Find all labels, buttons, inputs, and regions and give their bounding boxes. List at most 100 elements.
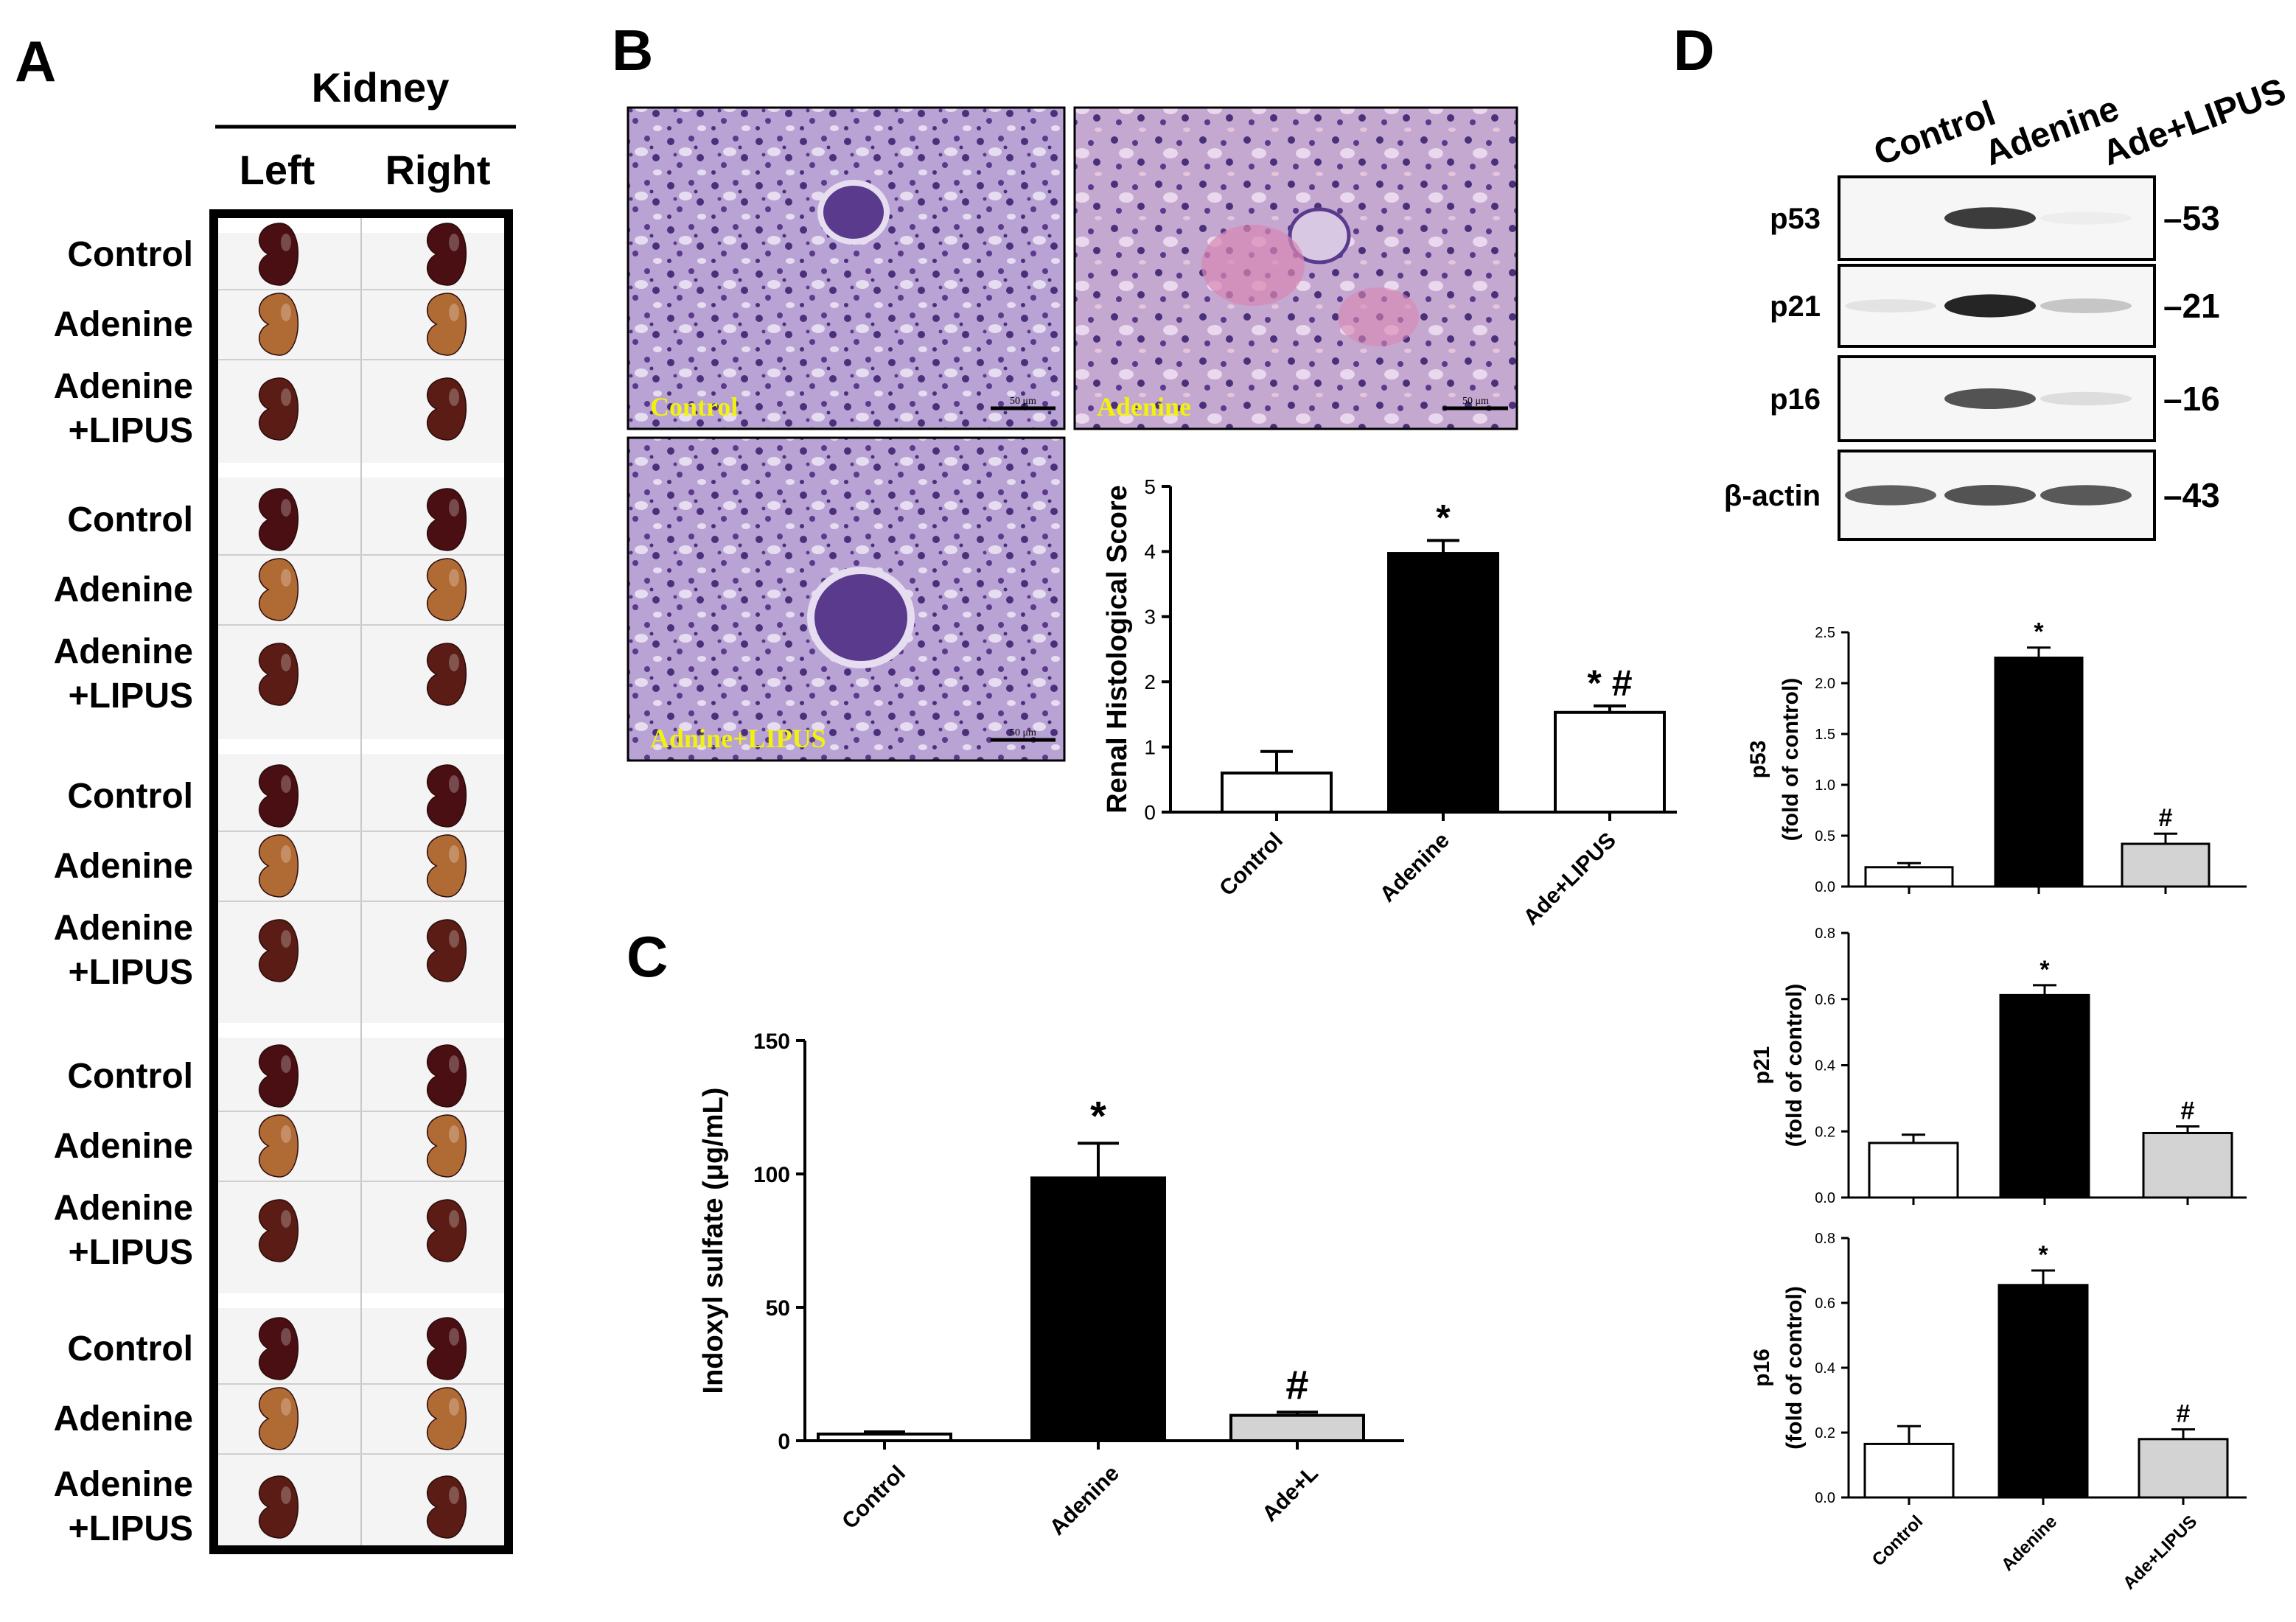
row-label: Control (67, 1057, 193, 1096)
kidney-highlight (449, 234, 459, 251)
y-tick-label: 0.6 (1815, 1296, 1835, 1312)
y-tick-label: 0.0 (1815, 1490, 1835, 1506)
bar (817, 1432, 952, 1442)
kidney-right (426, 643, 467, 706)
row-label: Control (67, 500, 193, 539)
blot-band (1845, 299, 1936, 312)
bar (2142, 1131, 2233, 1199)
kidney-right (426, 1199, 467, 1262)
histology-label: Control (650, 392, 738, 422)
blot-band (1944, 485, 2036, 506)
kidney-highlight (281, 1125, 291, 1143)
y-tick-label: 0.6 (1815, 992, 1835, 1008)
molecular-weight-label: –21 (2163, 287, 2220, 325)
row-label: Control (67, 1329, 193, 1368)
kidney-right (426, 223, 467, 286)
y-tick-label: 2 (1144, 671, 1156, 693)
significance-marker: * (2039, 956, 2050, 984)
kidney-highlight (449, 654, 459, 671)
kidney-highlight (281, 1328, 291, 1346)
histology-image (627, 106, 1066, 430)
blot-band (1944, 388, 2036, 409)
panel-label-d: D (1673, 18, 1714, 83)
kidney-left (258, 834, 299, 898)
row-label-line: Control (67, 1057, 193, 1096)
kidney-highlight (449, 845, 459, 863)
lane-label: Ade+LIPUS (2098, 71, 2292, 174)
row-label-line: Adenine (54, 1399, 193, 1439)
x-tick-label: Ade+L (1257, 1461, 1323, 1527)
bar (1994, 657, 2084, 888)
row-label: Adenine (54, 570, 193, 609)
kidney-highlight (449, 499, 459, 517)
row-label-line: +LIPUS (69, 1509, 193, 1548)
kidney-highlight (281, 1055, 291, 1073)
column-left-label: Left (240, 147, 315, 193)
row-label: Adenine +LIPUS (54, 1465, 193, 1548)
y-tick-label: 3 (1144, 606, 1156, 629)
kidney-highlight (449, 1486, 459, 1504)
panel-label-c: C (627, 924, 668, 989)
blot-protein-label: p16 (1770, 383, 1821, 416)
scale-bar-label: 50 μm (1462, 396, 1489, 407)
blot-protein-label: p53 (1770, 203, 1821, 235)
bar (1554, 710, 1666, 814)
y-axis-label: (fold of control) (1779, 678, 1803, 842)
kidney-left (258, 1387, 299, 1450)
blot-band (1845, 485, 1936, 506)
kidney-right (426, 1317, 467, 1380)
x-tick-label: Adenine (1045, 1461, 1124, 1540)
significance-marker: * (2038, 1241, 2048, 1269)
y-axis-label: p21 (1750, 1046, 1774, 1085)
y-tick-label: 5 (1144, 475, 1156, 498)
kidney-highlight (281, 234, 291, 251)
y-tick-label: 0.2 (1815, 1425, 1835, 1441)
y-tick-label: 4 (1144, 540, 1156, 563)
panel-a: A Kidney Left Right Control Adenine Adenine +LI… (15, 29, 516, 1554)
kidney-highlight (281, 1486, 291, 1504)
kidney-left (258, 1475, 299, 1539)
row-label: Control (67, 777, 193, 816)
kidney-left (258, 293, 299, 356)
bar (1221, 771, 1333, 814)
y-tick-label: 0.8 (1815, 1231, 1835, 1247)
panel-c: C 0 50 100 150 Indoxyl sulfate (μg/mL) Control… (627, 924, 1404, 1540)
row-label-line: Adenine (54, 1465, 193, 1504)
blot-band (2040, 391, 2132, 406)
blot-band (1944, 294, 2036, 318)
kidney-left (258, 643, 299, 706)
y-tick-label: 50 (766, 1296, 790, 1321)
kidney-right (426, 1044, 467, 1108)
significance-marker: * # (1587, 663, 1632, 704)
molecular-weight-label: –43 (2163, 476, 2220, 514)
kidney-right (426, 1475, 467, 1539)
y-tick-label: 0.0 (1815, 879, 1835, 895)
kidney-right (426, 764, 467, 828)
y-axis-label: (fold of control) (1782, 984, 1807, 1147)
scale-bar-label: 50 μm (1010, 727, 1036, 738)
kidney-right (426, 834, 467, 898)
kidney-highlight (281, 388, 291, 406)
kidney-right (426, 293, 467, 356)
y-tick-label: 0.8 (1815, 926, 1835, 942)
kidney-left (258, 1114, 299, 1178)
cast-deposit (1201, 225, 1305, 306)
kidney-highlight (281, 775, 291, 793)
x-tick-label: Ade+LIPUS (2119, 1511, 2201, 1593)
panel-label-a: A (15, 29, 56, 94)
row-label-line: Adenine (54, 847, 193, 886)
bar (1229, 1413, 1365, 1442)
kidney-left (258, 488, 299, 551)
column-right-label: Right (385, 147, 490, 193)
lane-label: Control (1869, 94, 2000, 173)
significance-marker: # (2177, 1400, 2191, 1428)
kidney-left (258, 1317, 299, 1380)
bar (2138, 1438, 2229, 1499)
blot-band (2040, 298, 2132, 313)
kidney-highlight (281, 304, 291, 321)
row-label-line: +LIPUS (69, 677, 193, 716)
kidney-left (258, 377, 299, 441)
kidney-left (258, 764, 299, 828)
blot-protein-label: p21 (1770, 290, 1821, 323)
